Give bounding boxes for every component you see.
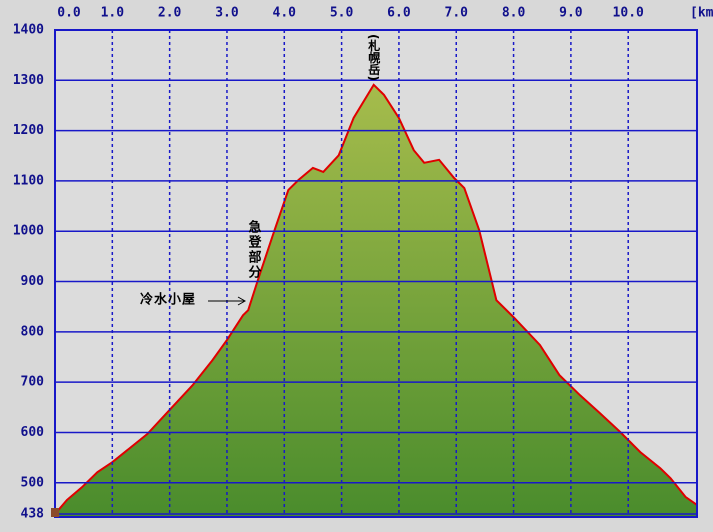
x-tick-label: 9.0: [559, 6, 583, 21]
y-tick-label: 1400: [13, 23, 44, 38]
x-tick-label: 2.0: [158, 6, 182, 21]
x-tick-label: 1.0: [101, 6, 125, 21]
y-tick-label: 1000: [13, 224, 44, 239]
y-tick-label: 1100: [13, 173, 44, 188]
y-tick-label: 600: [21, 425, 45, 440]
profile-line: [54, 83, 698, 515]
plot-border: [54, 29, 698, 518]
area-fill: [55, 84, 697, 518]
x-axis-label: [km]: [690, 6, 713, 21]
y-tick-label: 800: [21, 324, 45, 339]
y-tick-label: 438: [21, 507, 45, 522]
arrow-head: [237, 296, 247, 306]
x-tick-label: 0.0: [57, 6, 81, 21]
y-tick-label: 900: [21, 274, 45, 289]
annotation: 急登部分: [246, 219, 263, 280]
y-tick-label: 500: [21, 475, 45, 490]
x-tick-label: 7.0: [445, 6, 469, 21]
y-tick-label: 1300: [13, 73, 44, 88]
x-tick-label: 4.0: [273, 6, 297, 21]
annotation: (札幌岳): [367, 34, 381, 81]
y-tick-label: 700: [21, 375, 45, 390]
start-marker: [51, 508, 59, 517]
y-tick-label: 1200: [13, 123, 44, 138]
x-tick-label: 8.0: [502, 6, 526, 21]
x-tick-label: 5.0: [330, 6, 354, 21]
x-tick-label: 10.0: [613, 6, 644, 21]
x-tick-label: 6.0: [387, 6, 411, 21]
x-tick-label: 3.0: [215, 6, 239, 21]
annotation: 冷水小屋: [140, 292, 196, 308]
